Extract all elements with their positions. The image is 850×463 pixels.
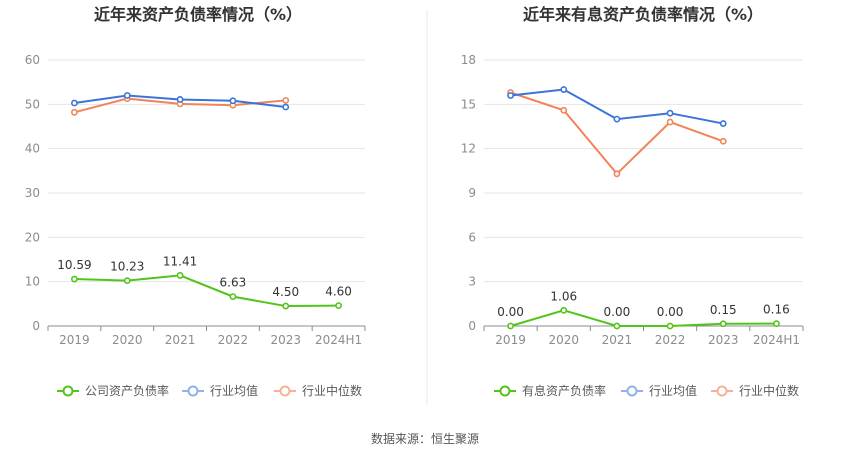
x-tick-label: 2021 [602, 333, 633, 347]
y-tick-label: 6 [468, 230, 476, 244]
y-tick-label: 50 [25, 97, 40, 111]
legend-label: 公司资产负债率 [85, 383, 169, 398]
data-point [176, 272, 184, 279]
x-tick-label: 2023 [270, 333, 301, 347]
legend-label: 有息资产负债率 [522, 383, 606, 398]
y-tick-label: 60 [25, 53, 40, 67]
x-tick-label: 2024H1 [753, 333, 800, 347]
data-point [560, 106, 568, 114]
data-point [719, 320, 727, 328]
legend-label: 行业均值 [210, 383, 258, 398]
chart-panel-1: 0 3 6 9 12 15 18 2019 2020 2021 2022 2023 2024H1 0.00… [461, 53, 804, 398]
x-tick-label: 2023 [708, 333, 739, 347]
legend-label: 行业中位数 [302, 383, 362, 398]
data-point [71, 108, 78, 116]
data-label: 4.50 [272, 285, 299, 299]
y-tick-label: 3 [468, 275, 476, 289]
data-label: 0.00 [497, 305, 524, 319]
y-tick-label: 30 [25, 186, 40, 200]
y-tick-label: 10 [25, 275, 40, 289]
legend-swatch-marker [62, 385, 74, 397]
x-tick-label: 2020 [548, 333, 579, 347]
y-tick-label: 0 [32, 319, 40, 333]
data-point [507, 92, 514, 99]
data-label: 0.16 [763, 303, 790, 317]
data-point [666, 322, 674, 330]
x-tick-label: 2022 [655, 333, 686, 347]
source-note: 数据来源：恒生聚源 [371, 431, 479, 446]
legend-swatch-marker [187, 385, 199, 397]
chart-panel-0: 0 10 20 30 40 50 60 2019 2020 2021 2022 2023 2024H1 1… [25, 53, 366, 398]
y-tick-label: 18 [461, 53, 476, 67]
data-label: 4.60 [325, 285, 352, 299]
data-label: 10.23 [110, 260, 144, 274]
y-tick-label: 0 [468, 319, 476, 333]
data-point [666, 109, 674, 117]
data-label: 10.59 [57, 258, 91, 272]
data-point [282, 103, 290, 111]
legend-item: 有息资产负债率 [494, 383, 606, 398]
legend-item: 公司资产负债率 [57, 383, 169, 398]
data-label: 1.06 [550, 289, 577, 303]
legend-swatch-marker [626, 385, 638, 397]
series-line [510, 309, 777, 327]
data-point [613, 170, 621, 178]
legend-item: 行业均值 [621, 383, 697, 398]
x-tick-label: 2020 [112, 333, 143, 347]
data-point [613, 322, 621, 330]
chart-title-right: 近年来有息资产负债率情况（%） [523, 5, 763, 24]
y-tick-label: 12 [461, 142, 476, 156]
data-point [719, 120, 727, 127]
data-point [282, 302, 290, 310]
x-tick-label: 2019 [495, 333, 526, 347]
series-line [74, 274, 339, 308]
legend-swatch-marker [716, 385, 728, 397]
y-tick-label: 9 [468, 186, 476, 200]
x-tick-label: 2021 [165, 333, 196, 347]
data-label: 0.00 [657, 305, 684, 319]
data-label: 11.41 [163, 254, 197, 268]
data-label: 6.63 [220, 276, 247, 290]
data-point [229, 97, 237, 105]
y-tick-label: 20 [25, 230, 40, 244]
x-tick-label: 2019 [59, 333, 90, 347]
y-tick-label: 40 [25, 142, 40, 156]
data-point [560, 306, 568, 314]
data-point [507, 322, 514, 330]
legend-label: 行业中位数 [739, 383, 799, 398]
data-point [229, 293, 237, 301]
data-point [613, 115, 621, 123]
y-tick-label: 15 [461, 97, 476, 111]
data-label: 0.15 [710, 303, 737, 317]
chart-title-left: 近年来资产负债率情况（%） [94, 5, 302, 24]
data-point [719, 137, 727, 145]
x-tick-label: 2022 [218, 333, 249, 347]
data-point [123, 277, 131, 285]
data-point [176, 96, 184, 103]
data-point [335, 302, 342, 310]
legend-swatch-marker [499, 385, 511, 397]
data-point [773, 320, 780, 328]
data-point [71, 99, 78, 107]
data-point [123, 92, 131, 99]
data-point [282, 96, 290, 104]
legend-item: 行业中位数 [274, 383, 362, 398]
data-label: 0.00 [604, 305, 631, 319]
legend-item: 行业中位数 [711, 383, 799, 398]
data-point [560, 86, 568, 93]
legend-swatch-marker [279, 385, 291, 397]
data-point [666, 118, 674, 126]
legend-label: 行业均值 [649, 383, 697, 398]
data-point [71, 275, 78, 283]
x-tick-label: 2024H1 [315, 333, 362, 347]
legend-item: 行业均值 [182, 383, 258, 398]
